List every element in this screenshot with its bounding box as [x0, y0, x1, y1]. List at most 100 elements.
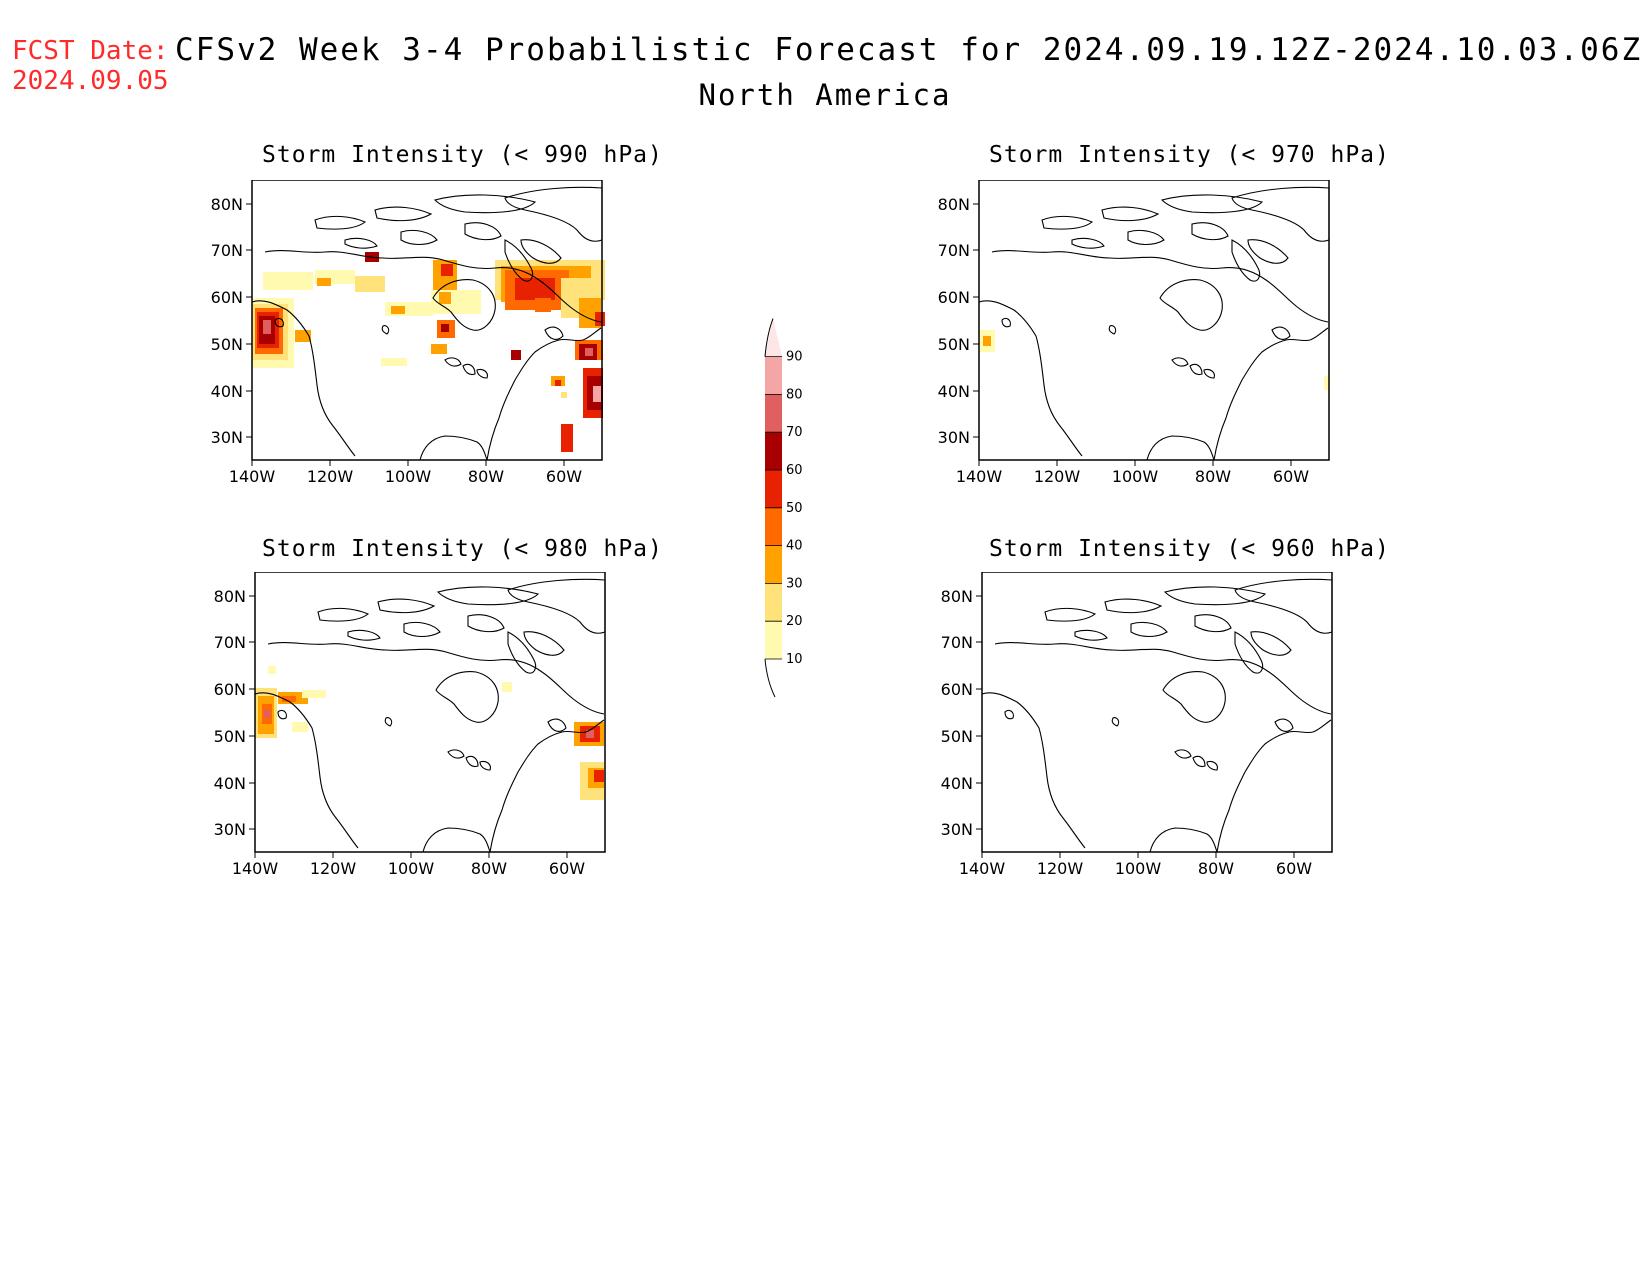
- coast-line: [1127, 229, 1165, 246]
- lat-label: 60N: [938, 288, 970, 307]
- coast-line: [1130, 621, 1168, 638]
- prob-cell: [561, 424, 573, 452]
- panel-title-970: Storm Intensity (< 970 hPa): [989, 142, 1390, 168]
- coast-line: [447, 749, 465, 759]
- coast-line: [1111, 717, 1120, 727]
- lat-label: 30N: [211, 428, 243, 447]
- prob-cell: [535, 298, 551, 312]
- lon-label: 140W: [956, 467, 1003, 486]
- coast-line: [377, 598, 436, 614]
- coast-line: [384, 717, 393, 727]
- probability-colorbar: 10 20 30 40 50 60 70 80 90: [764, 318, 803, 698]
- coast-line: [433, 194, 537, 214]
- map-frame: [251, 180, 603, 461]
- coast-line: [1203, 368, 1215, 379]
- fcst-date-value: 2024.09.05: [12, 66, 169, 96]
- lat-label: 40N: [214, 774, 246, 793]
- coast-line: [465, 755, 479, 768]
- coast-line: [504, 186, 603, 242]
- prob-cell: [431, 290, 481, 314]
- lat-label: 50N: [211, 335, 243, 354]
- coast-line: [1044, 607, 1097, 622]
- coast-line: [1104, 598, 1163, 614]
- forecast-date-block: FCST Date: 2024.09.05: [12, 36, 169, 96]
- panel-title-990: Storm Intensity (< 990 hPa): [262, 142, 663, 168]
- coast-line: [1250, 631, 1292, 656]
- coast-line: [403, 621, 441, 638]
- prob-cell: [983, 336, 991, 346]
- colorbar-label: 10: [786, 652, 803, 667]
- coast-line: [1206, 760, 1218, 771]
- coast-line: [422, 827, 491, 853]
- lat-label: 60N: [214, 680, 246, 699]
- lon-label: 100W: [1115, 859, 1162, 878]
- coast-line: [444, 357, 462, 367]
- colorbar-lower-triangle: [765, 659, 782, 697]
- colorbar-label: 80: [786, 387, 803, 402]
- map-panel-990: 80N 70N 60N 50N 40N 30N 140W 120W 100W 80W 60W: [211, 180, 605, 486]
- lat-label: 70N: [214, 633, 246, 652]
- lon-label: 80W: [1198, 859, 1234, 878]
- coast-line: [1162, 671, 1226, 723]
- coast-line: [1213, 327, 1329, 461]
- prob-cell: [555, 380, 561, 386]
- coast-line: [467, 614, 505, 633]
- coast-line: [347, 629, 381, 641]
- coast-line: [314, 215, 367, 230]
- lon-label: 80W: [468, 467, 504, 486]
- coast-line: [479, 760, 491, 771]
- colorbar-box: [765, 507, 782, 546]
- colorbar-box: [765, 470, 782, 508]
- prob-cell: [381, 358, 407, 366]
- prob-cell: [441, 324, 449, 332]
- coast-line: [1274, 718, 1294, 732]
- lat-label: 40N: [211, 382, 243, 401]
- coast-line: [1160, 194, 1264, 214]
- coast-line: [374, 206, 433, 222]
- coast-line: [1231, 239, 1261, 282]
- prob-cell: [302, 690, 326, 698]
- colorbar-label: 40: [786, 539, 803, 554]
- coast-line: [436, 586, 540, 606]
- lon-label: 120W: [1037, 859, 1084, 878]
- colorbar-label: 20: [786, 614, 803, 629]
- lat-label: 30N: [941, 820, 973, 839]
- panel-title-980: Storm Intensity (< 980 hPa): [262, 536, 663, 562]
- prob-cell: [292, 722, 308, 732]
- colorbar-lower-edge: [764, 658, 776, 698]
- coast-line: [504, 239, 534, 282]
- coast-line: [464, 222, 502, 241]
- lon-label: 80W: [471, 859, 507, 878]
- prob-cell: [561, 392, 567, 398]
- coast-line: [991, 250, 1329, 323]
- prob-cell: [441, 264, 453, 276]
- colorbar-label: 30: [786, 576, 803, 591]
- prob-cell: [391, 306, 405, 314]
- coast-line: [1004, 709, 1014, 720]
- coastline: [251, 186, 603, 461]
- coast-line: [1163, 586, 1267, 606]
- lon-label: 140W: [232, 859, 279, 878]
- lon-label: 100W: [385, 467, 432, 486]
- lon-label: 120W: [307, 467, 354, 486]
- lon-label: 60W: [546, 467, 582, 486]
- lat-label: 70N: [941, 633, 973, 652]
- lon-label: 140W: [229, 467, 276, 486]
- coast-line: [476, 368, 488, 379]
- coast-line: [1231, 186, 1330, 242]
- coast-line: [254, 692, 359, 849]
- colorbar-label: 70: [786, 425, 803, 440]
- coast-line: [317, 607, 370, 622]
- lat-label: 50N: [938, 335, 970, 354]
- prob-cell: [439, 292, 451, 304]
- map-frame: [978, 180, 1330, 461]
- colorbar-label: 50: [786, 501, 803, 516]
- lat-label: 60N: [941, 680, 973, 699]
- prob-cell: [268, 666, 276, 674]
- prob-cell: [593, 386, 601, 402]
- coast-line: [1247, 239, 1289, 264]
- coast-line: [1159, 279, 1223, 331]
- region-subtitle: North America: [698, 78, 952, 112]
- lat-label: 70N: [938, 241, 970, 260]
- colorbar-box: [765, 394, 782, 433]
